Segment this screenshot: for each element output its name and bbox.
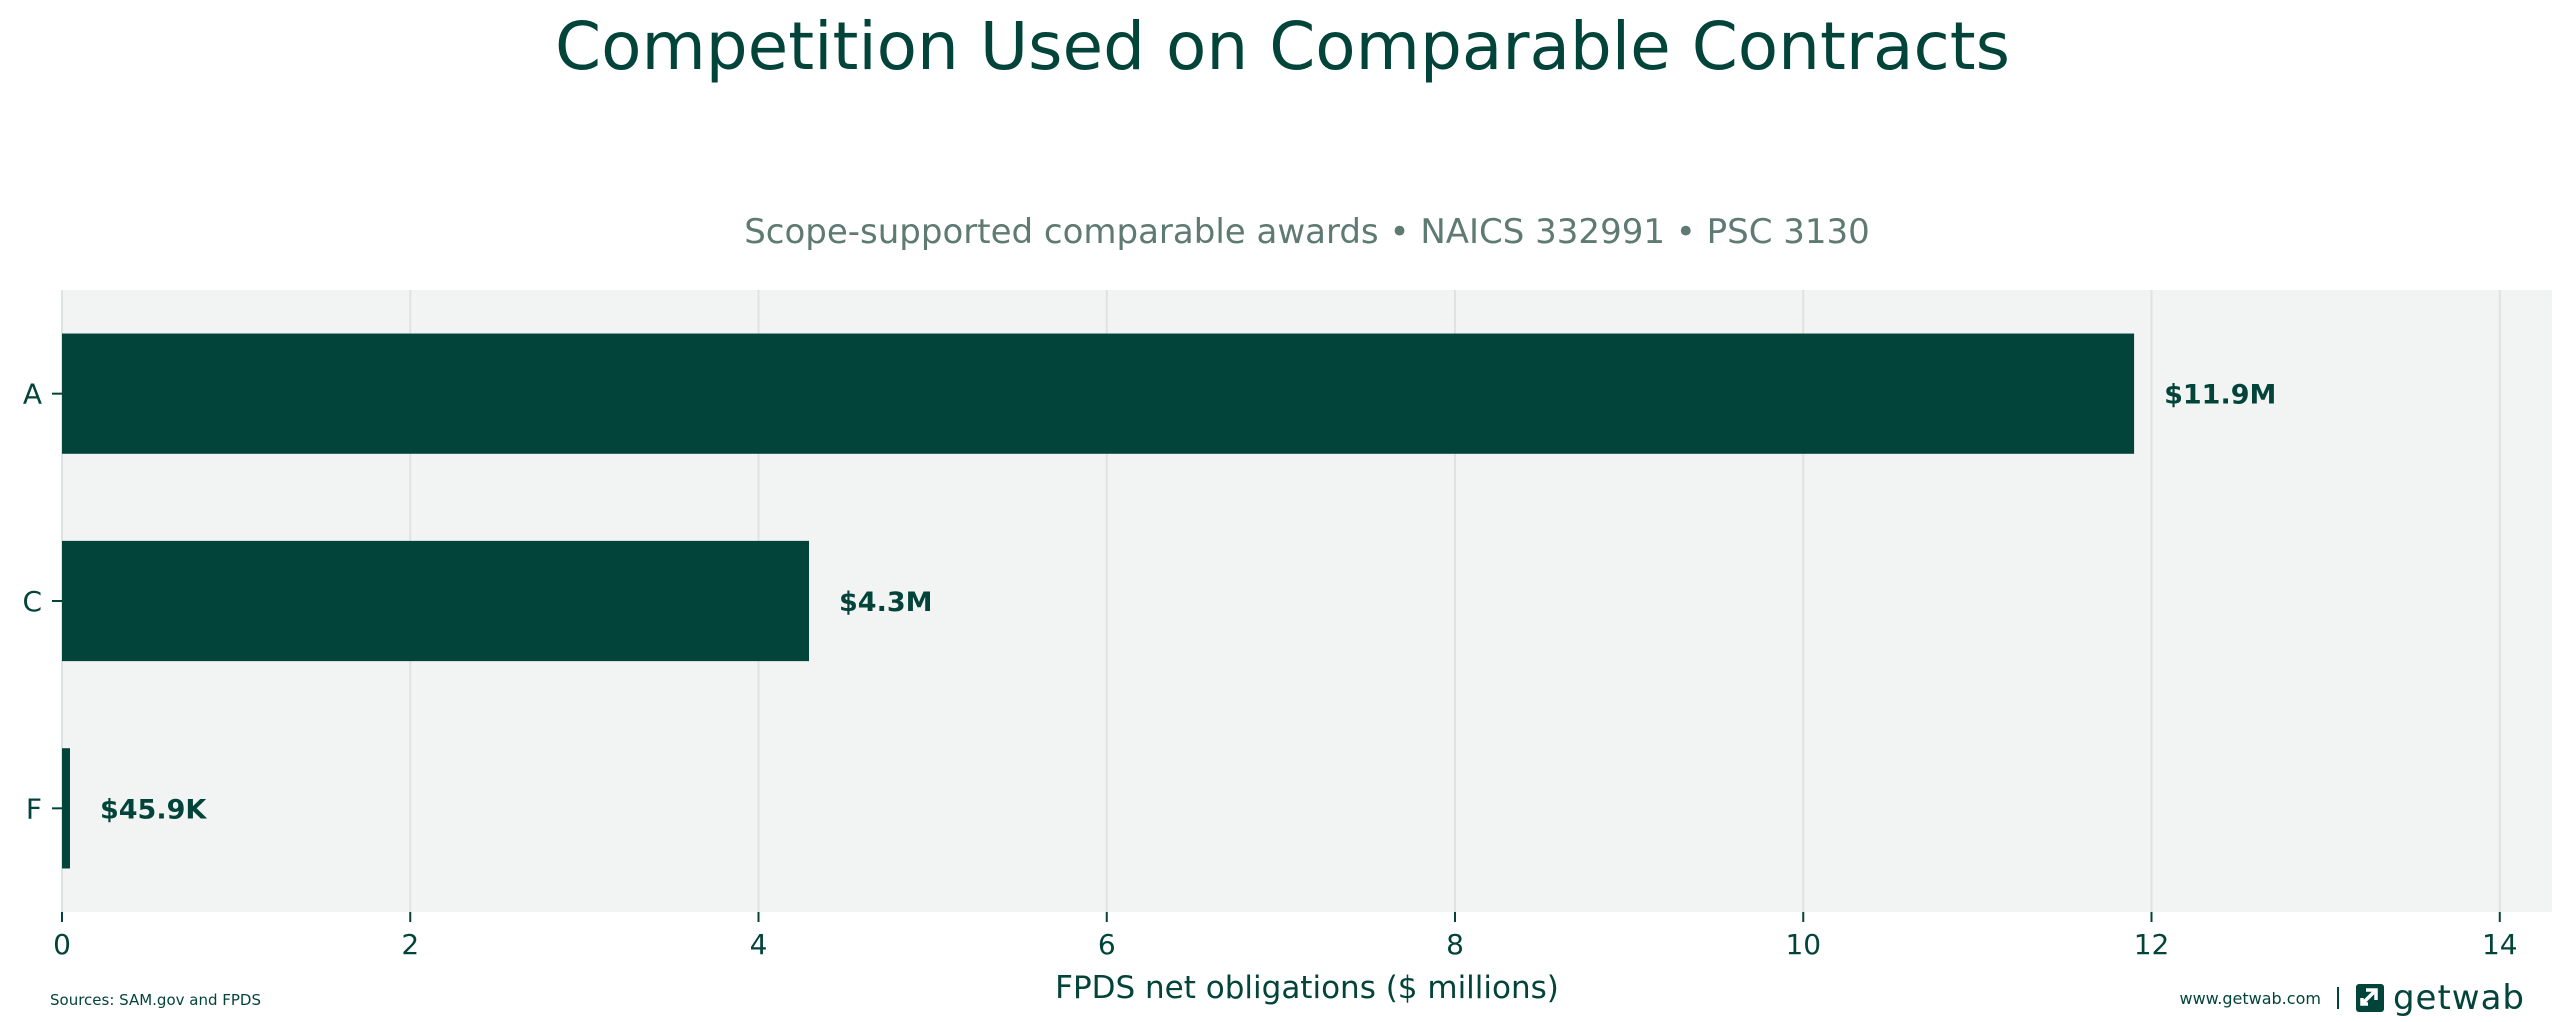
y-tick-label: A [23,378,42,411]
x-tick-label: 10 [1785,928,1821,961]
x-tick-label: 2 [401,928,419,961]
x-tick-label: 0 [53,928,71,961]
x-tick-label: 14 [2482,928,2518,961]
source-note: Sources: SAM.gov and FPDS [50,991,262,1009]
data-label: $45.9K [100,794,207,825]
brand-name: getwab [2392,978,2525,1018]
x-tick-label: 12 [2134,928,2170,961]
x-tick-label: 4 [750,928,768,961]
brand-separator [2336,987,2339,1009]
data-label: $11.9M [2164,380,2276,411]
x-tick-label: 6 [1098,928,1116,961]
bar [62,540,809,662]
getwab-logo-icon [2355,984,2384,1012]
chart-title: Competition Used on Comparable Contracts [554,8,2011,85]
y-tick-label: C [22,585,42,618]
bar [62,333,2135,454]
data-label: $4.3M [839,587,933,618]
y-tick-label: F [26,792,42,825]
brand-logo: getwab [2355,978,2525,1018]
chart-subtitle: Scope-supported comparable awards • NAIC… [744,212,1870,252]
x-tick-label: 8 [1446,928,1464,961]
brand-url[interactable]: www.getwab.com [2179,988,2321,1008]
brand-footer: www.getwab.com getwab [2179,978,2525,1018]
x-axis-label: FPDS net obligations ($ millions) [1055,970,1559,1006]
bar [62,748,70,869]
